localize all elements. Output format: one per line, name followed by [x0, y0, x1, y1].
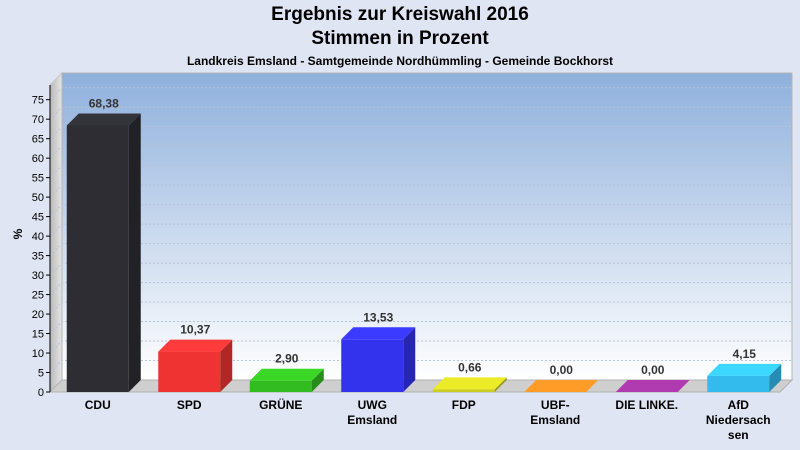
- y-axis-label: %: [11, 228, 25, 239]
- y-tick-label: 60: [32, 153, 44, 165]
- gridline: [49, 360, 792, 373]
- bar-front: [249, 380, 312, 392]
- chart-title-line2: Stimmen in Prozent: [311, 28, 489, 49]
- plot-background: [48, 71, 794, 394]
- y-tick-label: 15: [32, 329, 44, 341]
- gridline: [49, 204, 792, 217]
- chart-title: Ergebnis zur Kreiswahl 2016: [271, 4, 529, 25]
- bar: [707, 363, 782, 392]
- y-tick-label: 20: [32, 309, 44, 321]
- category-label: GRÜNE: [259, 397, 302, 412]
- bar: [158, 339, 233, 392]
- gridline: [49, 106, 792, 120]
- y-tick-label: 0: [38, 387, 44, 399]
- bar-side: [311, 368, 324, 392]
- data-label: 0,66: [458, 360, 482, 374]
- gridline: [49, 301, 792, 315]
- y-tick-label: 25: [32, 290, 44, 302]
- bar-side: [494, 377, 507, 392]
- y-tick-label: 70: [32, 114, 44, 126]
- bar-front: [707, 375, 770, 392]
- category-label: UBF-Emsland: [530, 398, 580, 427]
- category-label: CDU: [85, 398, 111, 412]
- data-label: 0,00: [641, 363, 665, 377]
- y-tick-label: 55: [32, 173, 44, 185]
- gridline: [49, 321, 792, 334]
- gridline: [49, 184, 792, 198]
- bars-group: [66, 113, 782, 392]
- bar-top: [707, 363, 782, 376]
- gridline: [49, 87, 792, 101]
- y-axis: 0 5 10 15 20 25 30 35 40 45 50 55 60 65 70 75: [32, 85, 51, 399]
- y-tick-label: 75: [32, 95, 44, 107]
- bar-top: [66, 113, 141, 126]
- bar: [249, 368, 324, 392]
- data-label: 10,37: [180, 323, 210, 337]
- bar: [615, 380, 690, 392]
- category-label: SPD: [177, 398, 202, 412]
- y-tick-label: 30: [32, 270, 44, 282]
- gridline: [49, 126, 792, 140]
- bar-top: [432, 377, 507, 390]
- bar: [66, 113, 141, 392]
- back-wall: [61, 72, 793, 381]
- y-tick-label: 45: [32, 212, 44, 224]
- gridline: [49, 243, 792, 256]
- category-label: AfD Niedersach sen: [706, 398, 771, 442]
- y-tick-label: 10: [32, 348, 44, 360]
- data-label: 0,00: [550, 363, 574, 377]
- data-label: 13,53: [363, 310, 393, 324]
- y-tick-label: 50: [32, 192, 44, 204]
- left-wall: [49, 71, 63, 394]
- y-tick-label: 35: [32, 251, 44, 263]
- y-tick-label: 5: [38, 368, 44, 380]
- gridline: [49, 282, 792, 295]
- bar-front: [158, 351, 221, 392]
- gridline: [49, 340, 792, 354]
- bar-side: [128, 113, 141, 392]
- category-label: UWG Emsland: [347, 398, 397, 427]
- bar-top: [615, 380, 690, 392]
- bar-top: [249, 368, 324, 381]
- gridline: [49, 165, 792, 178]
- data-label: 2,90: [275, 352, 299, 366]
- category-label: DIE LINKE.: [615, 398, 678, 412]
- bar-top: [341, 327, 416, 340]
- bar-side: [220, 339, 233, 392]
- category-label: FDP: [452, 398, 476, 412]
- bar-front: [341, 339, 404, 392]
- bar-front: [432, 389, 495, 392]
- y-tick-label: 40: [32, 231, 44, 243]
- data-label: 4,15: [733, 347, 757, 361]
- gridline: [49, 262, 792, 276]
- bar: [524, 380, 599, 392]
- labels-group: 68,38 CDU 10,37 SPD 2,90 GRÜNE 13,53 UWG Emsland…: [85, 96, 771, 442]
- y-tick-label: 65: [32, 134, 44, 146]
- gridline: [49, 145, 792, 159]
- bar: [341, 327, 416, 392]
- gridline: [49, 223, 792, 237]
- gridlines: [49, 87, 792, 373]
- bar-top: [524, 380, 599, 392]
- bar-side: [769, 363, 782, 392]
- chart-subtitle: Landkreis Emsland - Samtgemeinde Nordhüm…: [186, 54, 614, 68]
- bar: [432, 377, 507, 392]
- bar-top: [158, 339, 233, 352]
- data-label: 68,38: [89, 96, 119, 110]
- bar-side: [403, 327, 416, 392]
- bar-front: [66, 125, 129, 392]
